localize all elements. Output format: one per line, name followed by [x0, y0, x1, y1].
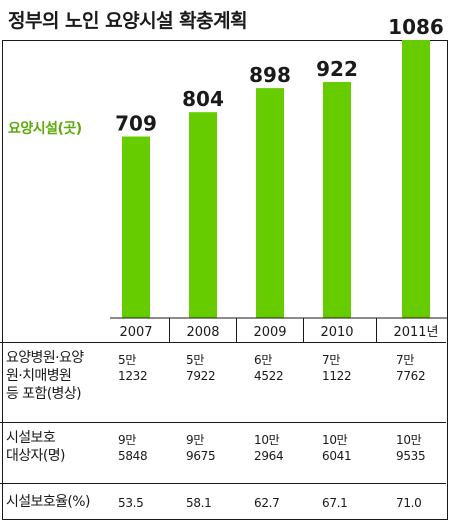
- table-cell: 58.1: [186, 496, 212, 510]
- chart-title: 정부의 노인 요양시설 확충계획: [8, 10, 248, 32]
- bar-2008: [189, 112, 217, 319]
- table-cell: 10만 9535: [396, 433, 426, 463]
- x-tick-2008: 2008: [186, 325, 219, 340]
- table-cell: 67.1: [322, 496, 348, 510]
- series-label: 요양시설(곳): [8, 121, 82, 137]
- x-tick-2011년: 2011년: [393, 325, 438, 340]
- table-cell: 71.0: [396, 496, 422, 510]
- table-cell: 7만 7762: [396, 353, 426, 383]
- table-cell: 9만 9675: [186, 433, 216, 463]
- table-cell: 7만 1122: [322, 353, 352, 383]
- table-cell: 10만 6041: [322, 433, 352, 463]
- row-label: 시설보호 대상자(명): [6, 430, 65, 464]
- x-tick-2010: 2010: [320, 325, 353, 340]
- table-cell: 5만 1232: [118, 353, 148, 383]
- x-tick-2007: 2007: [119, 325, 152, 340]
- table-cell: 10만 2964: [254, 433, 284, 463]
- value-label-2007: 709: [115, 112, 157, 136]
- table-row: 요양병원·요양 원·치매병원 등 포함(병상) 5만 1232 5만 7922 6만 …: [0, 342, 446, 422]
- value-label-2011년: 1086: [388, 15, 444, 39]
- table-cell: 53.5: [118, 496, 144, 510]
- bar-2007: [122, 136, 150, 318]
- bar-2010: [323, 81, 351, 318]
- row-label: 요양병원·요양 원·치매병원 등 포함(병상): [6, 350, 84, 402]
- bar-2009: [256, 88, 284, 318]
- table-row: 시설보호율(%) 53.5 58.1 62.7 67.1 71.0: [0, 483, 446, 520]
- bars-group: 709 804 898 922 1086: [115, 15, 444, 319]
- chart-frame: [2, 40, 448, 520]
- row-label: 시설보호율(%): [6, 494, 90, 510]
- value-label-2010: 922: [316, 57, 358, 81]
- table-cell: 9만 5848: [118, 433, 148, 463]
- table-cell: 5만 7922: [186, 353, 216, 383]
- value-label-2008: 804: [182, 87, 224, 111]
- x-tick-labels: 2007 2008 2009 2010 2011년: [119, 318, 439, 342]
- x-tick-2009: 2009: [253, 325, 286, 340]
- bar-2011년: [402, 40, 430, 318]
- table-cell: 62.7: [254, 496, 280, 510]
- table-row: 시설보호 대상자(명) 9만 5848 9만 9675 10만 2964 10만 604…: [0, 422, 446, 483]
- value-label-2009: 898: [249, 63, 291, 87]
- table-cell: 6만 4522: [254, 353, 284, 383]
